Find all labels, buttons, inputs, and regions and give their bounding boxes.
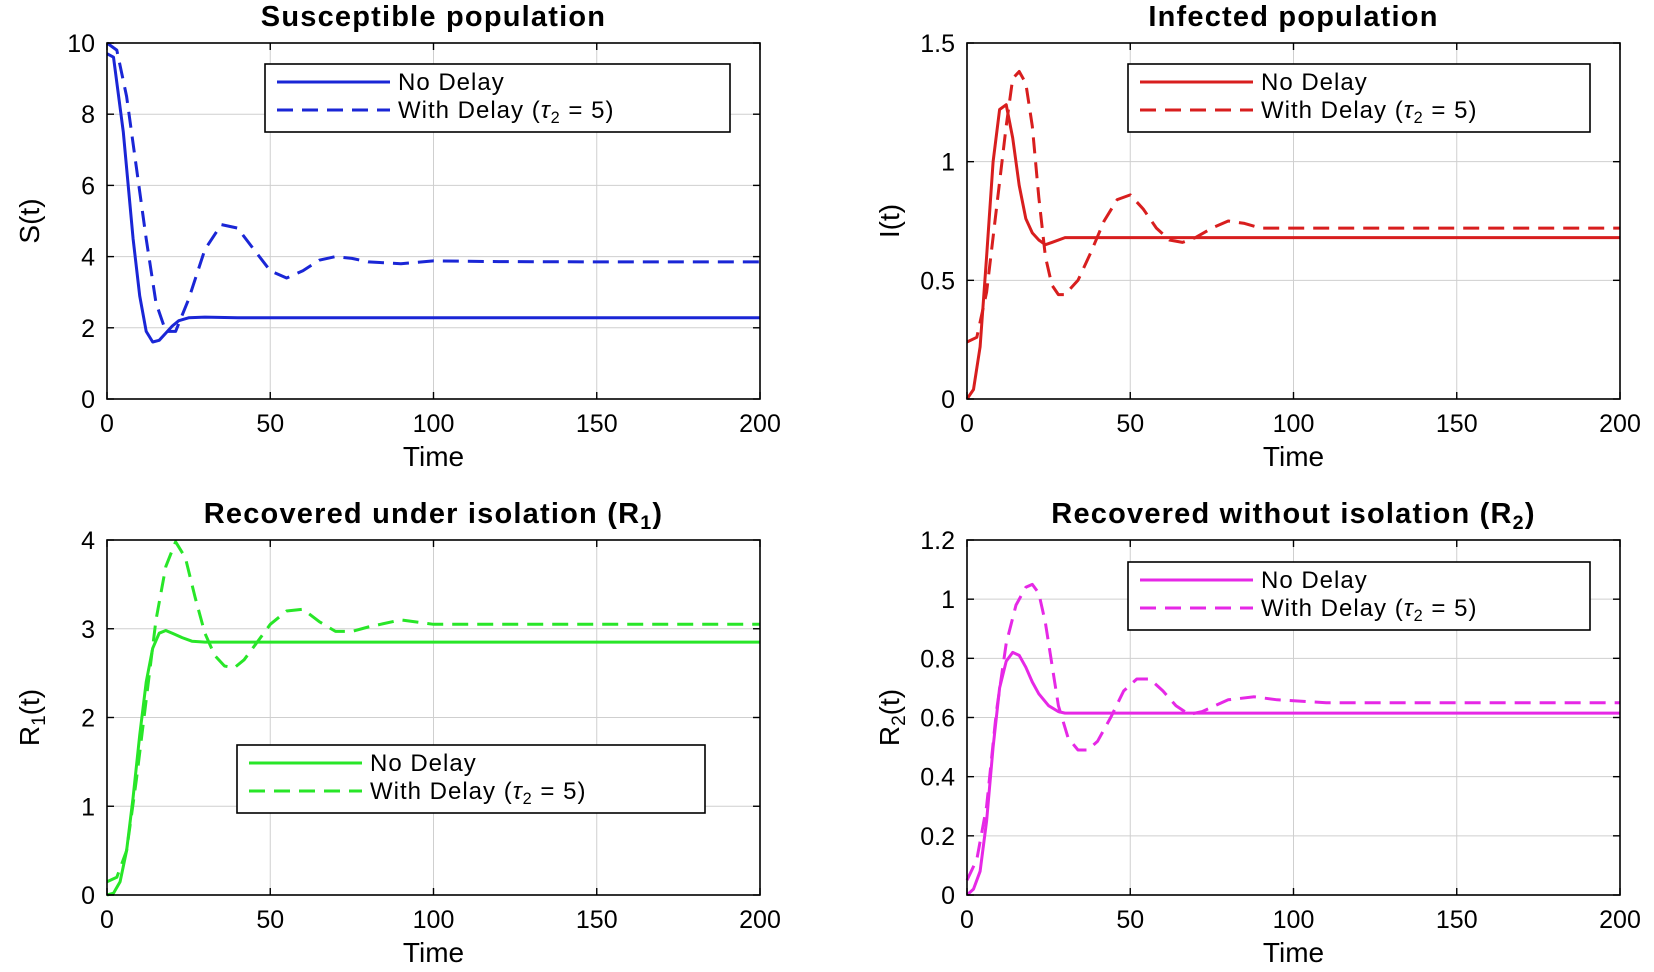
y-tick-label: 2 xyxy=(81,705,95,733)
x-tick-label: 200 xyxy=(1599,906,1641,934)
y-tick-label: 10 xyxy=(67,30,95,58)
legend-label: No Delay xyxy=(1261,567,1368,594)
series-line-with-delay xyxy=(106,41,760,333)
chart-panel-2: 0 50 100 150 200 0 0.5 1 1.5 Infected population T… xyxy=(874,1,1641,472)
legend-label: With Delay (τ2 = 5) xyxy=(370,778,586,808)
x-tick-label: 100 xyxy=(413,906,455,934)
x-tick-label: 50 xyxy=(1116,410,1144,438)
y-axis-label: S(t) xyxy=(14,198,45,243)
chart-panel-3: 0 50 100 150 200 0 1 2 3 4 Recovered under isolati… xyxy=(14,498,781,968)
y-tick-label: 0 xyxy=(81,882,95,910)
series-line-no-delay xyxy=(965,103,1620,400)
y-tick-label: 4 xyxy=(81,244,95,272)
panel-title: Recovered under isolation (R1) xyxy=(204,498,664,534)
x-axis-label: Time xyxy=(1263,937,1324,968)
x-tick-label: 150 xyxy=(576,410,618,438)
y-tick-label: 1 xyxy=(941,149,955,177)
x-tick-label: 50 xyxy=(256,410,284,438)
y-axis-label: R2(t) xyxy=(874,689,910,746)
x-tick-label: 100 xyxy=(1273,410,1315,438)
y-tick-label: 0.5 xyxy=(920,267,955,295)
x-tick-label: 0 xyxy=(960,410,974,438)
legend-label: No Delay xyxy=(1261,69,1368,96)
y-tick-label: 8 xyxy=(81,101,95,129)
y-tick-label: 6 xyxy=(81,172,95,200)
legend-box xyxy=(1127,561,1591,631)
legend-label: With Delay (τ2 = 5) xyxy=(398,97,614,127)
series-line-with-delay xyxy=(965,582,1620,881)
legend-box xyxy=(1127,63,1591,133)
y-tick-label: 0 xyxy=(941,882,955,910)
x-tick-label: 100 xyxy=(1273,906,1315,934)
y-tick-label: 4 xyxy=(81,527,95,555)
x-tick-label: 0 xyxy=(960,906,974,934)
y-axis-label: I(t) xyxy=(874,204,905,238)
x-axis-label: Time xyxy=(403,937,464,968)
panel-title: Infected population xyxy=(1148,1,1438,33)
x-tick-label: 200 xyxy=(739,410,781,438)
x-axis-label: Time xyxy=(1263,441,1324,472)
x-tick-label: 0 xyxy=(100,906,114,934)
series-line-no-delay xyxy=(106,52,760,344)
y-tick-label: 0.6 xyxy=(920,705,955,733)
series-line-no-delay xyxy=(965,650,1620,897)
legend-label: No Delay xyxy=(370,750,477,777)
x-tick-label: 200 xyxy=(1599,410,1641,438)
panel-title: Recovered without isolation (R2) xyxy=(1051,498,1535,534)
y-axis-label: R1(t) xyxy=(14,689,50,746)
x-tick-label: 150 xyxy=(1436,410,1478,438)
y-tick-label: 3 xyxy=(81,616,95,644)
legend-box xyxy=(264,63,731,133)
x-tick-label: 50 xyxy=(1116,906,1144,934)
y-tick-label: 2 xyxy=(81,315,95,343)
x-axis-label: Time xyxy=(403,441,464,472)
series-line-with-delay xyxy=(106,540,760,884)
x-tick-label: 0 xyxy=(100,410,114,438)
y-tick-label: 0.4 xyxy=(920,764,955,792)
y-tick-label: 1.5 xyxy=(920,30,955,58)
y-tick-label: 1 xyxy=(81,793,95,821)
x-tick-label: 100 xyxy=(413,410,455,438)
x-tick-label: 150 xyxy=(1436,906,1478,934)
series-line-with-delay xyxy=(966,70,1620,344)
y-tick-label: 1.2 xyxy=(920,527,955,555)
legend-box xyxy=(236,744,706,814)
y-tick-label: 0.8 xyxy=(920,645,955,673)
x-tick-label: 150 xyxy=(576,906,618,934)
panel-title: Susceptible population xyxy=(261,1,606,33)
y-tick-label: 0 xyxy=(81,386,95,414)
chart-panel-4: 0 50 100 150 200 0 0.2 0.4 0.6 0.8 1 1.2 Recovered w… xyxy=(874,498,1641,968)
y-tick-label: 0.2 xyxy=(920,823,955,851)
y-tick-label: 0 xyxy=(941,386,955,414)
chart-panel-1: 0 50 100 150 200 0 2 4 6 8 10 Susceptible populatio… xyxy=(14,1,781,472)
x-tick-label: 200 xyxy=(739,906,781,934)
y-tick-label: 1 xyxy=(941,586,955,614)
x-tick-label: 50 xyxy=(256,906,284,934)
legend-label: No Delay xyxy=(398,69,505,96)
legend-label: With Delay (τ2 = 5) xyxy=(1261,97,1477,127)
legend-label: With Delay (τ2 = 5) xyxy=(1261,595,1477,625)
